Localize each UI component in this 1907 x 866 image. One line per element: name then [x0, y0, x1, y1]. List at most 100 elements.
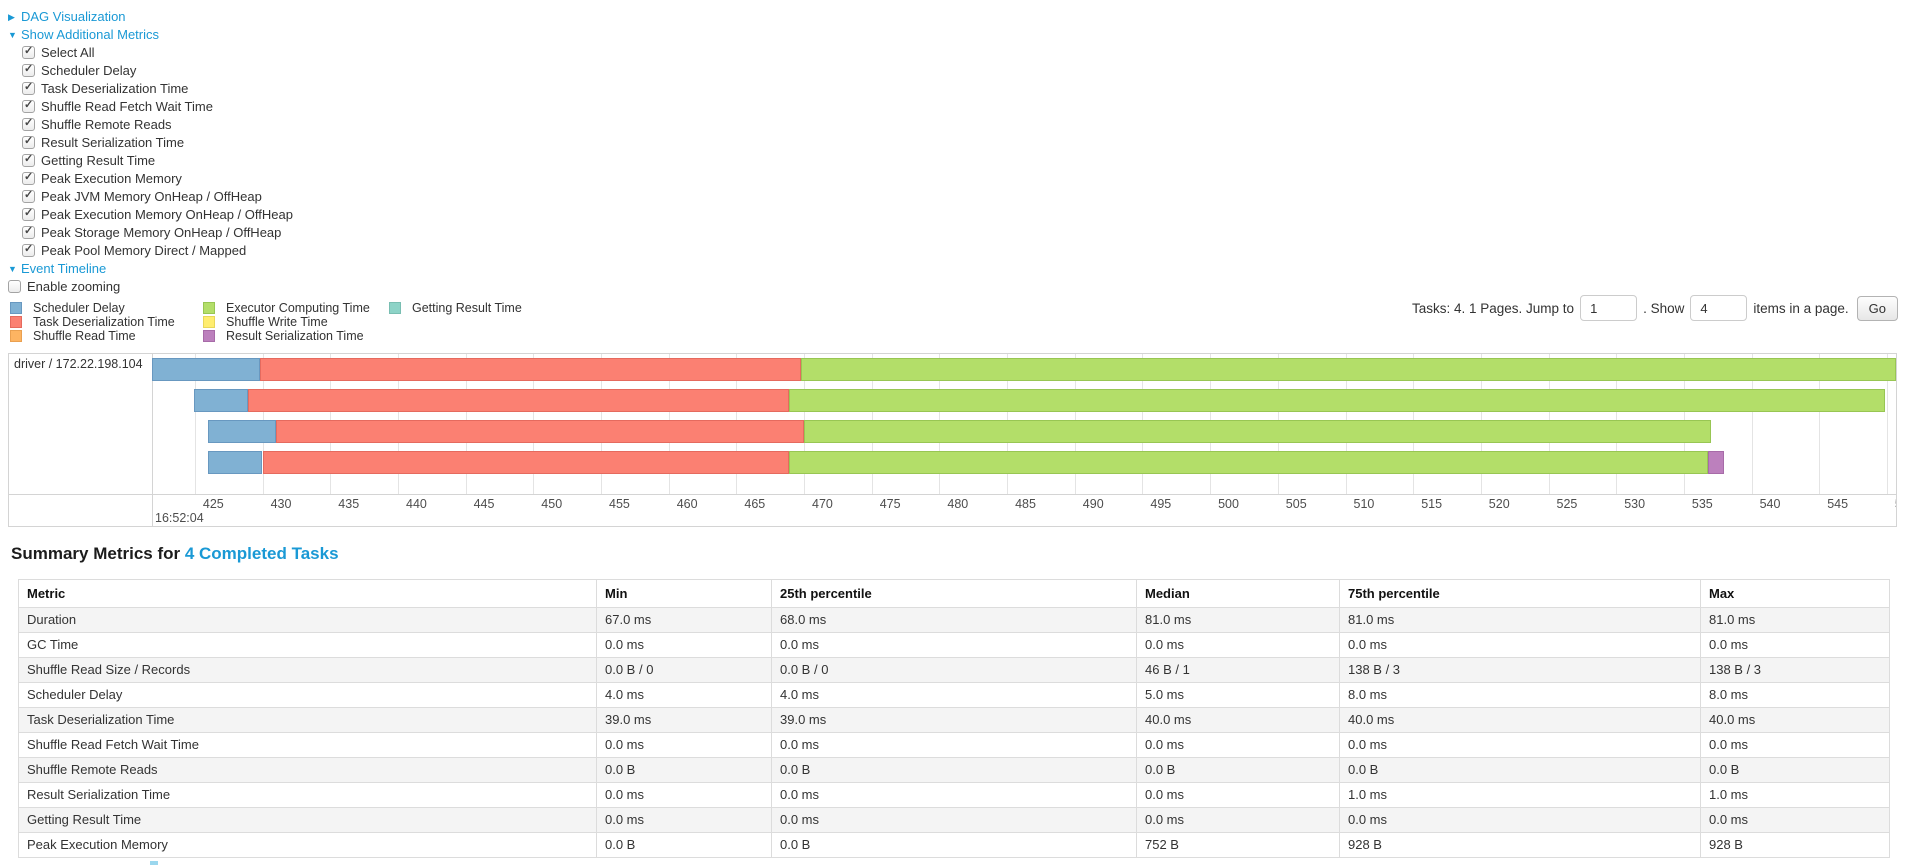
metric-checkbox-5[interactable] — [22, 135, 35, 149]
metric-name-cell: Shuffle Remote Reads — [18, 756, 597, 783]
metric-checkbox-3[interactable] — [22, 99, 35, 113]
metric-value-cell: 0.0 ms — [1136, 806, 1340, 833]
metric-value-cell: 0.0 B — [1136, 756, 1340, 783]
additional-metrics-link[interactable]: Show Additional Metrics — [21, 27, 160, 42]
metric-value-cell: 0.0 ms — [1700, 806, 1890, 833]
metric-checkbox-row: Shuffle Read Fetch Wait Time — [22, 98, 1899, 116]
metric-name-cell: Duration — [18, 606, 597, 633]
go-button[interactable]: Go — [1856, 295, 1898, 321]
metric-value-cell: 0.0 ms — [771, 781, 1137, 808]
timeline-tick-label: 520 — [1488, 496, 1510, 511]
metric-checkbox-row: Peak JVM Memory OnHeap / OffHeap — [22, 188, 1899, 206]
additional-metrics-toggle[interactable]: ▼ Show Additional Metrics — [8, 26, 1899, 44]
event-timeline-toggle[interactable]: ▼ Event Timeline — [8, 260, 1899, 278]
table-row: Result Serialization Time 0.0 ms 0.0 ms 0.0… — [18, 781, 1890, 808]
legend-item-label: Task Deserialization Time — [33, 314, 175, 329]
metric-value-cell: 0.0 ms — [596, 631, 772, 658]
items-per-page-input[interactable] — [1690, 295, 1748, 321]
metric-checkbox-label: Result Serialization Time — [41, 135, 185, 150]
result-serialization-swatch-icon — [203, 329, 215, 342]
task-2-scheduler-delay-bar[interactable] — [208, 419, 277, 443]
task-2-executor-computing-bar[interactable] — [804, 419, 1711, 443]
metric-name-cell: Scheduler Delay — [18, 681, 597, 708]
metric-value-cell: 0.0 B — [596, 756, 772, 783]
enable-zooming-checkbox[interactable] — [8, 280, 21, 293]
metric-value-cell: 0.0 ms — [1700, 631, 1890, 658]
task-1-executor-computing-bar[interactable] — [789, 388, 1886, 412]
summary-metrics-title: Summary Metrics for 4 Completed Tasks — [11, 544, 1899, 564]
task-3-scheduler-delay-bar[interactable] — [208, 450, 263, 474]
metric-value-cell: 0.0 ms — [1136, 631, 1340, 658]
legend-item: Executor Computing Time — [203, 301, 389, 316]
task-2-task-deserialization-bar[interactable] — [276, 419, 804, 443]
task-3-executor-computing-bar[interactable] — [789, 450, 1709, 474]
timeline-tick-label: 475 — [879, 496, 901, 511]
cutoff-element — [150, 861, 158, 865]
executor-computing-swatch-icon — [203, 302, 215, 314]
timeline-gridline — [194, 353, 196, 494]
metric-checkbox-row: Result Serialization Time — [22, 134, 1899, 152]
items-in-page-label: items in a page. — [1753, 300, 1849, 316]
metric-checkbox-0[interactable] — [22, 45, 35, 59]
metric-value-cell: 0.0 ms — [771, 731, 1137, 758]
metric-checkbox-label: Peak Execution Memory — [41, 171, 182, 186]
jump-to-page-input[interactable] — [1580, 295, 1638, 321]
metric-value-cell: 0.0 ms — [1136, 731, 1340, 758]
task-1-task-deserialization-bar[interactable] — [247, 388, 790, 412]
task-1-scheduler-delay-bar[interactable] — [193, 388, 248, 412]
metric-checkbox-4[interactable] — [22, 117, 35, 131]
metric-value-cell: 40.0 ms — [1339, 706, 1701, 733]
timeline-tick-label: 435 — [338, 496, 360, 511]
metric-checkbox-7[interactable] — [22, 171, 35, 185]
metric-value-cell: 1.0 ms — [1339, 781, 1701, 808]
metric-checkbox-8[interactable] — [22, 189, 35, 203]
metric-value-cell: 0.0 ms — [1339, 731, 1701, 758]
metric-checkbox-11[interactable] — [22, 243, 35, 257]
timeline-tick-label: 545 — [1827, 496, 1849, 511]
metric-name-cell: Task Deserialization Time — [18, 706, 597, 733]
enable-zooming-label: Enable zooming — [27, 279, 121, 294]
table-row: Shuffle Remote Reads 0.0 B 0.0 B 0.0 B 0.0 B… — [18, 756, 1890, 783]
legend-item: Scheduler Delay — [10, 301, 203, 316]
timeline-tick-label: 425 — [202, 496, 224, 511]
timeline-gridline — [1886, 353, 1888, 494]
metric-value-cell: 8.0 ms — [1700, 681, 1890, 708]
metric-value-cell: 0.0 ms — [596, 781, 772, 808]
timeline-tick-label: 530 — [1624, 496, 1646, 511]
timeline-tick-label: 490 — [1082, 496, 1104, 511]
metric-value-cell: 0.0 ms — [771, 631, 1137, 658]
metric-value-cell: 1.0 ms — [1700, 781, 1890, 808]
table-row: Shuffle Read Size / Records 0.0 B / 0 0.0 … — [18, 656, 1890, 683]
dag-visualization-link[interactable]: DAG Visualization — [21, 9, 126, 24]
task-0-task-deserialization-bar[interactable] — [259, 357, 802, 381]
metric-value-cell: 8.0 ms — [1339, 681, 1701, 708]
event-timeline-link[interactable]: Event Timeline — [21, 261, 107, 276]
metric-checkbox-9[interactable] — [22, 207, 35, 221]
timeline-tick-label: 495 — [1150, 496, 1172, 511]
column-header: Metric — [18, 578, 597, 608]
task-0-executor-computing-bar[interactable] — [801, 357, 1896, 381]
metric-name-cell: Shuffle Read Fetch Wait Time — [18, 731, 597, 758]
timeline-tick-label: 535 — [1691, 496, 1713, 511]
metric-value-cell: 5.0 ms — [1136, 681, 1340, 708]
dag-visualization-toggle[interactable]: ▶ DAG Visualization — [8, 8, 1899, 26]
metric-value-cell: 0.0 ms — [1339, 631, 1701, 658]
task-3-task-deserialization-bar[interactable] — [262, 450, 790, 474]
task-0-scheduler-delay-bar[interactable] — [151, 357, 260, 381]
task-3-result-serialization-bar[interactable] — [1708, 450, 1725, 474]
metric-value-cell: 0.0 ms — [596, 806, 772, 833]
table-row: Shuffle Read Fetch Wait Time 0.0 ms 0.0 ms… — [18, 731, 1890, 758]
legend-item: Task Deserialization Time — [10, 314, 203, 330]
timeline-tick-label: 505 — [1285, 496, 1307, 511]
timeline-group-label: driver / 172.22.198.104 — [14, 356, 143, 371]
metric-checkbox-label: Scheduler Delay — [41, 63, 137, 78]
metric-checkbox-10[interactable] — [22, 225, 35, 239]
completed-tasks-link[interactable]: 4 Completed Tasks — [184, 543, 339, 563]
metric-value-cell: 81.0 ms — [1700, 606, 1890, 633]
timeline-tick-label: 525 — [1556, 496, 1578, 511]
metric-checkbox-2[interactable] — [22, 81, 35, 95]
metric-checkbox-6[interactable] — [22, 153, 35, 167]
metric-checkbox-row: Shuffle Remote Reads — [22, 116, 1899, 134]
metric-checkbox-1[interactable] — [22, 63, 35, 77]
timeline-label-separator — [152, 353, 153, 526]
